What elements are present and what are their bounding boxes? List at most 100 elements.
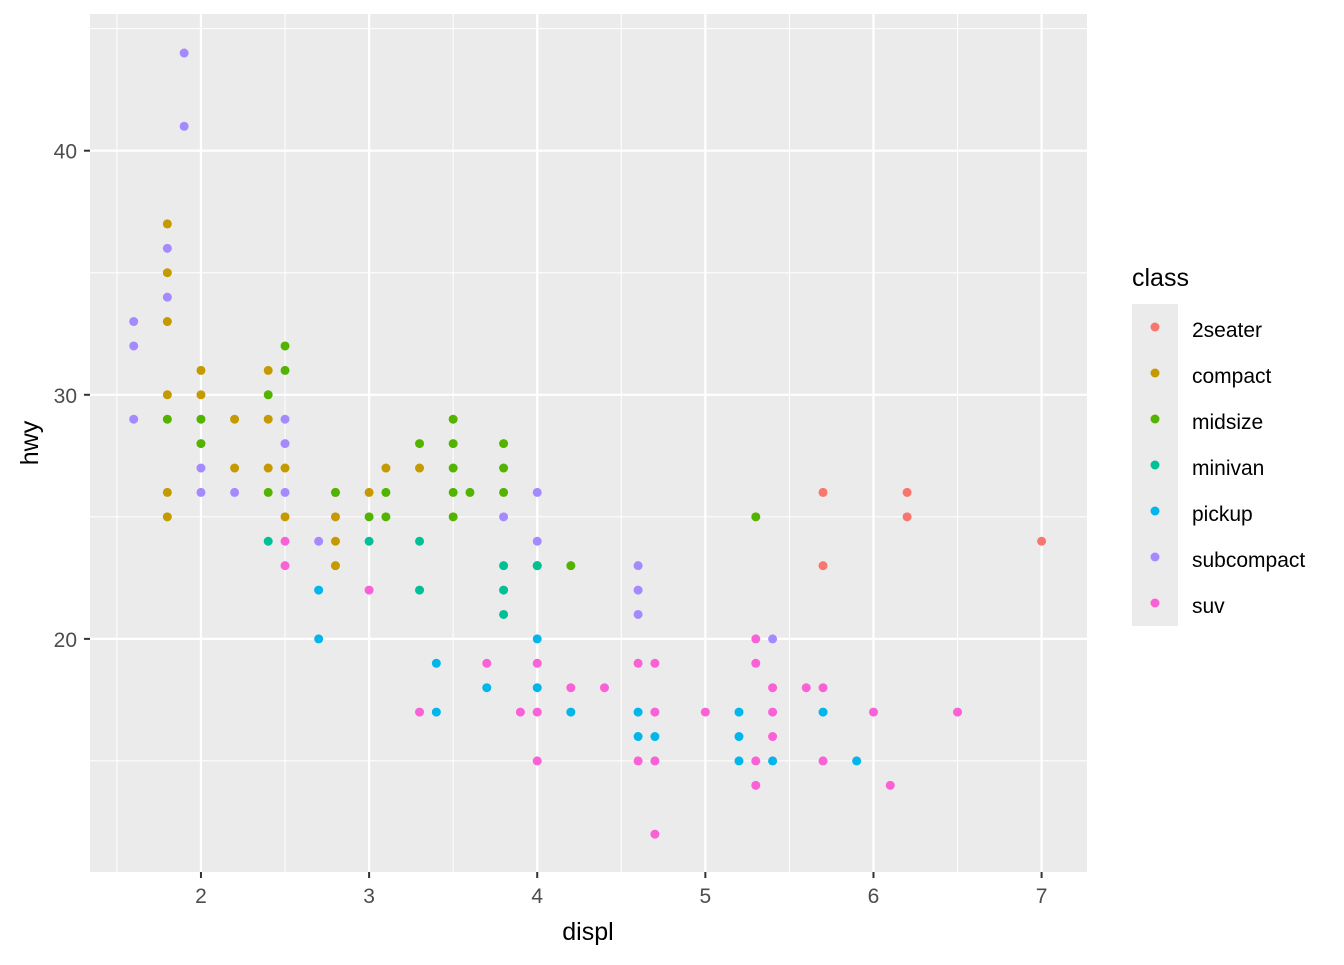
point-suv <box>953 707 963 717</box>
point-subcompact <box>499 512 509 522</box>
point-subcompact <box>129 317 139 327</box>
point-suv <box>364 585 374 595</box>
point-midsize <box>280 341 290 351</box>
point-midsize <box>280 365 290 375</box>
point-pickup <box>818 707 828 717</box>
y-tick-label: 30 <box>54 385 77 408</box>
x-tick-label: 5 <box>700 885 712 908</box>
point-subcompact <box>162 292 172 302</box>
point-midsize <box>415 439 425 449</box>
point-pickup <box>650 732 660 742</box>
point-compact <box>263 463 273 473</box>
point-midsize <box>263 390 273 400</box>
point-suv <box>532 707 542 717</box>
point-compact <box>230 414 240 424</box>
point-midsize <box>751 512 761 522</box>
grid <box>90 14 1087 872</box>
legend-key-pickup <box>1150 506 1160 516</box>
x-tick-label: 3 <box>363 885 375 908</box>
point-suv <box>751 634 761 644</box>
point-subcompact <box>196 487 206 497</box>
point-subcompact <box>162 243 172 253</box>
point-compact <box>381 463 391 473</box>
point-subcompact <box>179 48 189 58</box>
point-compact <box>230 463 240 473</box>
point-minivan <box>263 536 273 546</box>
y-axis-label: hwy <box>16 420 44 465</box>
point-compact <box>263 414 273 424</box>
point-compact <box>263 365 273 375</box>
point-minivan <box>364 536 374 546</box>
axes: 2 3 4 5 6 7 20 30 40 <box>54 141 1048 908</box>
point-subcompact <box>280 414 290 424</box>
point-subcompact <box>230 487 240 497</box>
point-suv <box>868 707 878 717</box>
point-subcompact <box>280 487 290 497</box>
point-suv <box>818 756 828 766</box>
point-subcompact <box>314 536 324 546</box>
point-compact <box>162 487 172 497</box>
point-suv <box>599 683 609 693</box>
point-subcompact <box>633 585 643 595</box>
point-pickup <box>314 634 324 644</box>
point-suv <box>482 658 492 668</box>
point-2seater <box>1037 536 1047 546</box>
point-midsize <box>381 487 391 497</box>
point-suv <box>768 732 778 742</box>
point-suv <box>751 658 761 668</box>
point-2seater <box>818 561 828 571</box>
point-pickup <box>633 732 643 742</box>
point-minivan <box>532 561 542 571</box>
point-suv <box>751 780 761 790</box>
point-suv <box>650 707 660 717</box>
point-midsize <box>448 463 458 473</box>
point-suv <box>818 683 828 693</box>
point-subcompact <box>633 561 643 571</box>
point-pickup <box>852 756 862 766</box>
point-suv <box>415 707 425 717</box>
point-compact <box>196 365 206 375</box>
x-axis-label: displ <box>562 918 613 946</box>
point-suv <box>768 683 778 693</box>
point-subcompact <box>532 536 542 546</box>
point-midsize <box>499 487 509 497</box>
point-suv <box>700 707 710 717</box>
point-pickup <box>734 732 744 742</box>
point-suv <box>768 707 778 717</box>
point-pickup <box>482 683 492 693</box>
legend-label-suv: suv <box>1192 595 1225 618</box>
point-midsize <box>364 512 374 522</box>
point-pickup <box>633 707 643 717</box>
x-tick-label: 4 <box>531 885 543 908</box>
point-suv <box>885 780 895 790</box>
point-subcompact <box>196 463 206 473</box>
legend-label-minivan: minivan <box>1192 457 1264 480</box>
legend-title: class <box>1132 264 1189 292</box>
point-midsize <box>196 414 206 424</box>
point-subcompact <box>129 414 139 424</box>
legend-key-compact <box>1150 368 1160 378</box>
point-2seater <box>902 512 912 522</box>
point-pickup <box>532 634 542 644</box>
point-midsize <box>448 439 458 449</box>
point-compact <box>415 463 425 473</box>
legend-key-2seater <box>1150 322 1160 332</box>
x-tick-label: 2 <box>195 885 207 908</box>
point-midsize <box>381 512 391 522</box>
point-subcompact <box>129 341 139 351</box>
point-pickup <box>734 756 744 766</box>
point-midsize <box>448 487 458 497</box>
point-pickup <box>532 683 542 693</box>
point-compact <box>162 219 172 229</box>
point-compact <box>330 536 340 546</box>
point-pickup <box>734 707 744 717</box>
point-minivan <box>499 585 509 595</box>
point-suv <box>515 707 525 717</box>
point-suv <box>280 561 290 571</box>
legend-key-subcompact <box>1150 552 1160 562</box>
point-compact <box>162 512 172 522</box>
point-2seater <box>902 487 912 497</box>
point-compact <box>162 268 172 278</box>
points <box>129 48 1047 839</box>
